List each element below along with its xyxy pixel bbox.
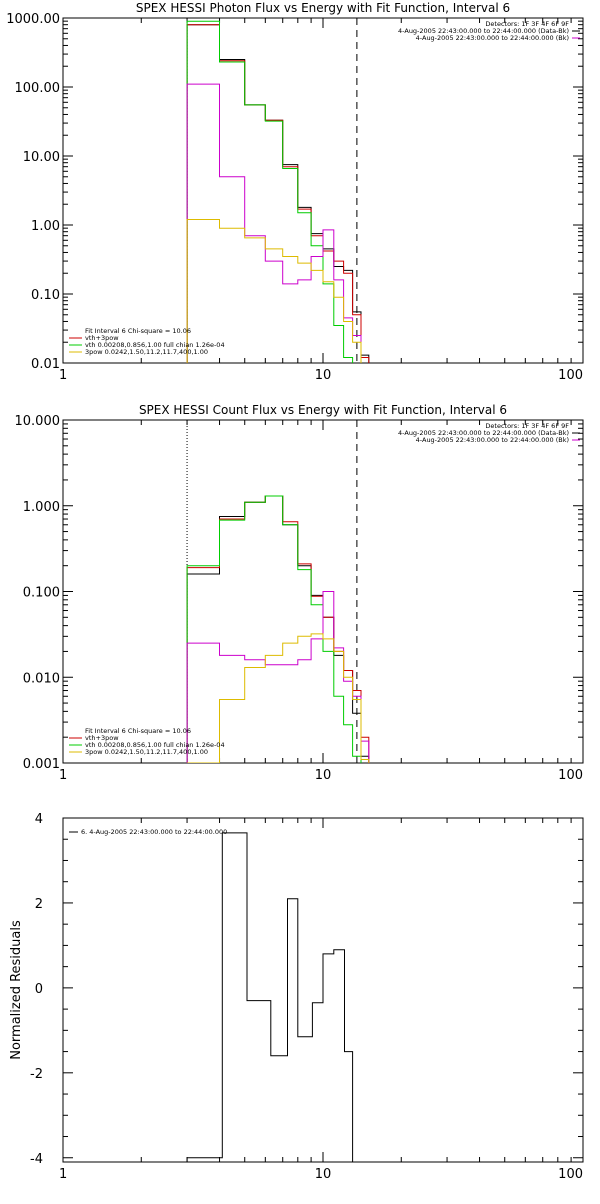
legend-top-right-entry: Detectors: 1F 3F 4F 6F 9F (485, 20, 569, 28)
y-tick-label: 0 (35, 982, 43, 997)
y-tick-label: 1.00 (31, 219, 60, 234)
legend-bottom-left-entry: 3pow 0.0242,1.50,11.2,11.7,400,1.00 (85, 348, 208, 356)
legend-bottom-left-entry: 3pow 0.0242,1.50,11.2,11.7,400,1.00 (85, 748, 208, 756)
series-yellow-line (187, 633, 370, 763)
legend-bottom-left-entry: vth+3pow (85, 734, 119, 742)
plot-frame-0 (62, 17, 584, 364)
y-tick-label: 0.100 (23, 586, 60, 601)
legend-top-right-entry: 4-Aug-2005 22:43:00.000 to 22:44:00.000 … (416, 34, 569, 42)
legend-top-right-entry: 4-Aug-2005 22:43:00.000 to 22:44:00.000 … (398, 27, 569, 35)
y-tick-label: 4 (35, 812, 43, 827)
series-group-2 (186, 832, 354, 1162)
y-tick-label: 1000.00 (6, 12, 60, 27)
x-tick-label: 100 (558, 768, 583, 783)
x-tick-label: 10 (315, 768, 332, 783)
legend-bottom-left-entry: vth+3pow (85, 334, 119, 342)
x-tick-label: 100 (558, 1167, 583, 1182)
x-tick-label: 1 (59, 1167, 67, 1182)
y-tick-label: 1.000 (23, 500, 60, 515)
y-axis-label: Normalized Residuals (9, 920, 24, 1060)
y-tick-label: 100.00 (15, 81, 61, 96)
chart-title-1: SPEX HESSI Count Flux vs Energy with Fit… (139, 403, 507, 417)
legend-bottom-left-entry: vth 0.00208,0.856,1.00 full chian 1.26e-… (85, 741, 225, 749)
series-black-line (186, 832, 354, 1162)
y-tick-label: -4 (30, 1152, 43, 1167)
x-tick-label: 10 (315, 368, 332, 383)
x-tick-label: 1 (59, 768, 67, 783)
series-yellow-line (186, 219, 362, 363)
x-tick-label: 10 (315, 1167, 332, 1182)
legend-top-left-entry: 6. 4-Aug-2005 22:43:00.000 to 22:44:00.0… (81, 828, 227, 836)
y-tick-label: 0.001 (23, 757, 60, 772)
chart-title-0: SPEX HESSI Photon Flux vs Energy with Fi… (136, 1, 510, 15)
series-group-1 (186, 495, 370, 763)
series-green-line (186, 20, 354, 363)
series-red-line (186, 495, 370, 763)
series-magenta-line (186, 591, 370, 763)
y-tick-label: -2 (30, 1067, 43, 1082)
y-tick-label: 10.000 (15, 414, 61, 429)
series-green-line (186, 495, 362, 763)
series-magenta-line (186, 83, 362, 363)
legend-bottom-left-entry: vth 0.00208,0.856,1.00 full chian 1.26e-… (85, 341, 225, 349)
y-tick-label: 0.10 (31, 288, 60, 303)
x-tick-label: 100 (558, 368, 583, 383)
series-group-0 (186, 20, 370, 363)
series-black-line (186, 495, 370, 763)
y-tick-label: 10.00 (23, 150, 60, 165)
y-tick-label: 0.01 (31, 357, 60, 372)
legend-top-right-entry: 4-Aug-2005 22:43:00.000 to 22:44:00.000 … (416, 436, 569, 444)
y-tick-label: 2 (35, 897, 43, 912)
legend-top-right-entry: Detectors: 1F 3F 4F 6F 9F (485, 422, 569, 430)
legend-bottom-left-entry: Fit Interval 6 Chi-square = 10.06 (85, 327, 191, 335)
legend-bottom-left-entry: Fit Interval 6 Chi-square = 10.06 (85, 727, 191, 735)
x-tick-label: 1 (59, 368, 67, 383)
y-tick-label: 0.010 (23, 671, 60, 686)
legend-top-right-entry: 4-Aug-2005 22:43:00.000 to 22:44:00.000 … (398, 429, 569, 437)
